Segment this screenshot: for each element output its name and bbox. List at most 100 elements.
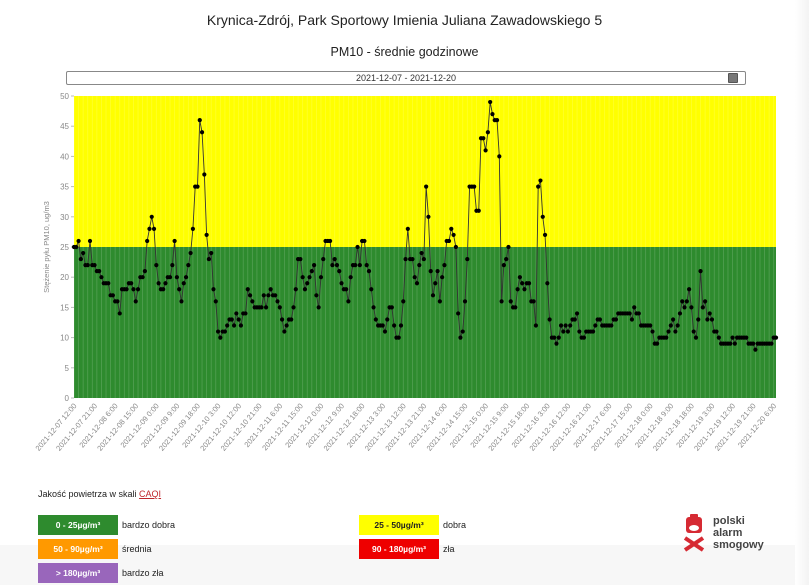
data-point[interactable]	[552, 335, 557, 340]
data-point[interactable]	[167, 275, 173, 280]
data-point[interactable]	[337, 269, 342, 274]
data-point[interactable]	[609, 323, 614, 328]
data-point[interactable]	[197, 118, 202, 123]
data-point[interactable]	[648, 323, 653, 328]
data-point[interactable]	[476, 208, 481, 213]
data-point[interactable]	[426, 214, 431, 219]
data-point[interactable]	[124, 287, 129, 292]
data-point[interactable]	[536, 184, 541, 189]
data-point[interactable]	[250, 299, 255, 304]
data-point[interactable]	[369, 287, 374, 292]
data-point[interactable]	[488, 99, 493, 105]
data-point[interactable]	[581, 335, 587, 340]
data-point[interactable]	[344, 287, 349, 292]
data-point[interactable]	[204, 232, 209, 238]
data-point[interactable]	[181, 281, 186, 286]
data-point[interactable]	[339, 281, 344, 286]
data-point[interactable]	[728, 341, 733, 346]
data-point[interactable]	[414, 281, 420, 286]
data-point[interactable]	[677, 311, 683, 316]
data-point[interactable]	[186, 263, 191, 268]
data-point[interactable]	[348, 275, 353, 280]
data-point[interactable]	[234, 311, 239, 316]
data-point[interactable]	[515, 287, 520, 292]
data-point[interactable]	[131, 287, 136, 292]
data-point[interactable]	[753, 347, 758, 352]
data-point[interactable]	[442, 263, 447, 268]
data-point[interactable]	[289, 317, 294, 322]
data-point[interactable]	[380, 323, 385, 328]
data-point[interactable]	[389, 305, 394, 310]
data-point[interactable]	[671, 317, 676, 322]
data-point[interactable]	[231, 323, 237, 328]
data-point[interactable]	[213, 299, 218, 304]
data-point[interactable]	[174, 275, 179, 280]
data-point[interactable]	[680, 299, 685, 304]
polski-alarm-smogowy-logo[interactable]: polski alarm smogowy	[680, 513, 780, 553]
data-point[interactable]	[769, 341, 774, 346]
data-point[interactable]	[284, 323, 289, 328]
data-point[interactable]	[412, 275, 417, 280]
data-point[interactable]	[328, 238, 333, 244]
data-point[interactable]	[687, 287, 692, 292]
data-point[interactable]	[636, 311, 641, 316]
data-point[interactable]	[321, 256, 326, 262]
data-point[interactable]	[300, 275, 305, 280]
data-point[interactable]	[202, 172, 207, 177]
data-point[interactable]	[664, 335, 669, 340]
data-point[interactable]	[263, 305, 269, 310]
data-point[interactable]	[385, 317, 390, 322]
data-point[interactable]	[247, 293, 253, 298]
data-point[interactable]	[675, 323, 680, 328]
data-point[interactable]	[666, 329, 671, 334]
data-point[interactable]	[215, 329, 221, 334]
data-point[interactable]	[314, 293, 319, 298]
data-point[interactable]	[353, 263, 358, 268]
data-point[interactable]	[490, 112, 495, 117]
data-point[interactable]	[87, 238, 93, 244]
data-point[interactable]	[538, 178, 543, 183]
data-point[interactable]	[106, 281, 111, 286]
data-point[interactable]	[172, 238, 177, 244]
data-point[interactable]	[218, 335, 223, 340]
data-point[interactable]	[440, 275, 445, 280]
data-point[interactable]	[430, 293, 436, 298]
data-point[interactable]	[398, 323, 404, 328]
data-point[interactable]	[209, 250, 214, 256]
data-point[interactable]	[268, 287, 273, 292]
data-point[interactable]	[419, 250, 424, 256]
data-point[interactable]	[236, 317, 241, 322]
data-point[interactable]	[261, 293, 266, 298]
data-point[interactable]	[693, 335, 699, 340]
data-point[interactable]	[590, 329, 596, 334]
data-point[interactable]	[334, 263, 340, 268]
data-point[interactable]	[117, 311, 122, 316]
data-point[interactable]	[499, 299, 504, 304]
data-point[interactable]	[211, 287, 216, 292]
data-point[interactable]	[282, 329, 287, 334]
data-point[interactable]	[275, 299, 280, 304]
data-point[interactable]	[593, 323, 598, 328]
data-point[interactable]	[497, 154, 502, 159]
data-point[interactable]	[405, 226, 410, 231]
data-point[interactable]	[751, 341, 756, 346]
data-point[interactable]	[716, 335, 721, 340]
data-point[interactable]	[225, 323, 230, 328]
data-point[interactable]	[449, 226, 454, 231]
data-point[interactable]	[147, 226, 152, 231]
data-point[interactable]	[355, 244, 360, 250]
data-point[interactable]	[195, 184, 200, 189]
data-point[interactable]	[156, 281, 161, 286]
data-point[interactable]	[460, 329, 465, 334]
caqi-link[interactable]: CAQI	[139, 489, 162, 499]
data-point[interactable]	[279, 317, 285, 322]
data-point[interactable]	[179, 299, 184, 304]
data-point[interactable]	[142, 269, 147, 274]
date-range-picker[interactable]: 2021-12-07 - 2021-12-20	[66, 71, 746, 85]
data-point[interactable]	[318, 275, 324, 280]
data-point[interactable]	[554, 341, 559, 346]
data-point[interactable]	[563, 323, 568, 328]
data-point[interactable]	[517, 275, 522, 280]
data-point[interactable]	[629, 317, 635, 322]
data-point[interactable]	[668, 323, 673, 328]
